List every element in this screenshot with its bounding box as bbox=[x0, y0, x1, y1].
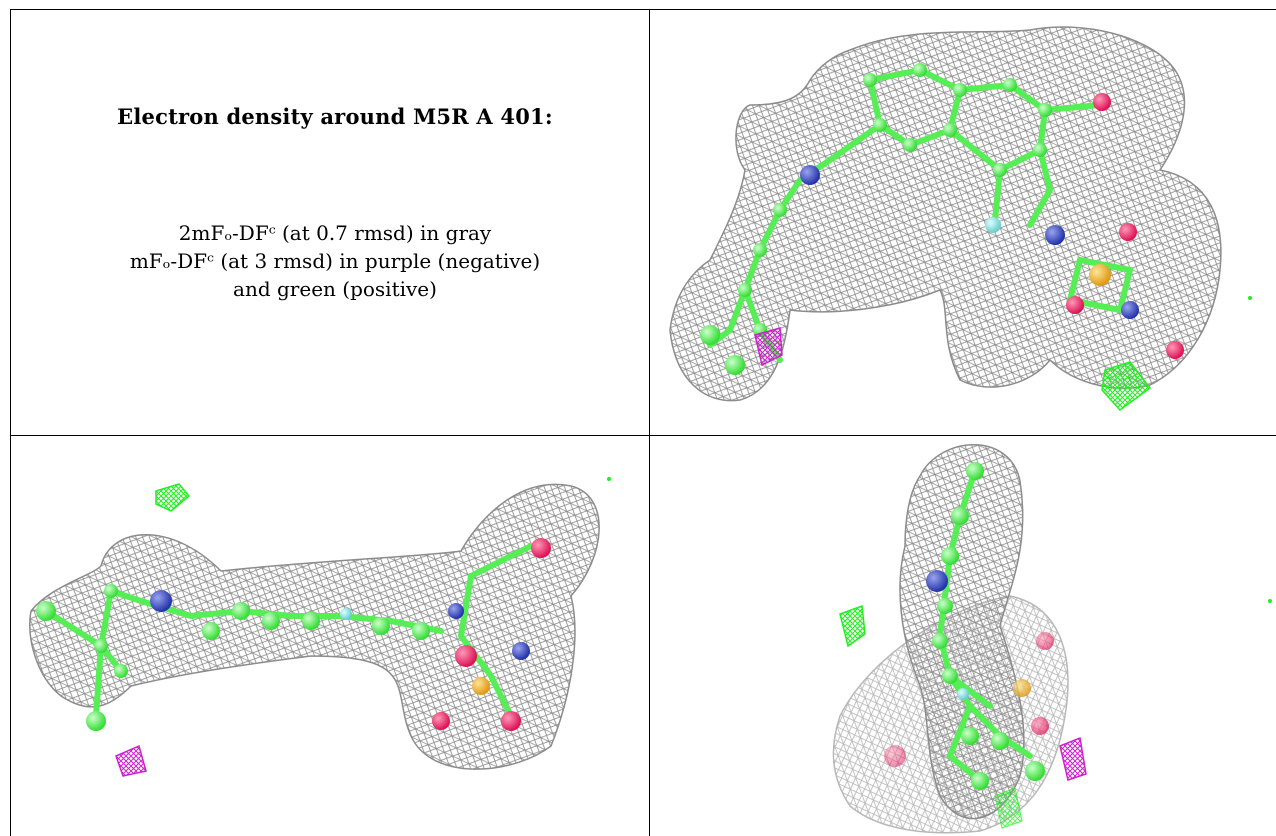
carbon-atom bbox=[953, 83, 967, 97]
fluorine-atom bbox=[340, 608, 352, 620]
carbon-atom bbox=[1003, 78, 1017, 92]
carbon-atom bbox=[1033, 143, 1047, 157]
nitrogen-atom bbox=[1045, 225, 1065, 245]
carbon-atom bbox=[262, 612, 280, 630]
caption-block: Electron density around M5R A 401: 2mFₒ-… bbox=[23, 10, 647, 418]
sulfur-atom bbox=[472, 677, 490, 695]
ligand-density-image-1 bbox=[669, 26, 1252, 412]
carbon-atom bbox=[725, 355, 745, 375]
caption-cell: Electron density around M5R A 401: 2mFₒ-… bbox=[11, 10, 649, 435]
legend-line-sign: and green (positive) bbox=[233, 277, 437, 301]
carbon-atom bbox=[412, 622, 430, 640]
carbon-atom bbox=[913, 63, 927, 77]
oxygen-atom bbox=[1166, 341, 1184, 359]
table-row-divider bbox=[10, 435, 1276, 436]
oxygen-atom bbox=[884, 745, 906, 767]
carbon-atom bbox=[738, 283, 752, 297]
oxygen-atom bbox=[1119, 223, 1137, 241]
oxygen-atom bbox=[1036, 632, 1054, 650]
negative-difference-density bbox=[754, 327, 783, 367]
nitrogen-atom bbox=[926, 570, 948, 592]
carbon-atom bbox=[104, 584, 118, 598]
carbon-atom bbox=[773, 203, 787, 217]
positive-difference-density bbox=[839, 604, 866, 648]
negative-difference-density bbox=[115, 744, 147, 777]
table-left-border bbox=[10, 9, 11, 836]
carbon-atom bbox=[873, 118, 887, 132]
carbon-atom bbox=[36, 601, 56, 621]
positive-difference-density bbox=[155, 483, 191, 512]
ligand-atoms bbox=[884, 462, 1054, 790]
carbon-atom bbox=[951, 507, 969, 525]
nitrogen-atom bbox=[1121, 301, 1139, 319]
carbon-atom bbox=[966, 462, 984, 480]
oxygen-atom bbox=[1093, 93, 1111, 111]
nitrogen-atom bbox=[800, 165, 820, 185]
carbon-atom bbox=[942, 668, 958, 684]
nitrogen-atom bbox=[150, 590, 172, 612]
carbon-atom bbox=[1025, 761, 1045, 781]
density-view-top-right bbox=[650, 10, 1276, 435]
ligand-density-image-2 bbox=[29, 477, 611, 777]
positive-difference-density bbox=[607, 477, 611, 481]
ligand-atoms bbox=[36, 538, 551, 731]
sulfur-atom bbox=[1089, 264, 1111, 286]
sulfur-atom bbox=[1013, 679, 1031, 697]
positive-difference-density bbox=[1101, 361, 1152, 412]
carbon-atom bbox=[114, 664, 128, 678]
carbon-atom bbox=[302, 612, 320, 630]
carbon-atom bbox=[932, 633, 948, 649]
oxygen-atom bbox=[432, 712, 450, 730]
positive-difference-density bbox=[1248, 296, 1252, 300]
carbon-atom bbox=[937, 598, 953, 614]
carbon-atom bbox=[232, 602, 250, 620]
table-top-border bbox=[10, 9, 1276, 10]
table-middle-divider bbox=[649, 9, 650, 836]
carbon-atom bbox=[372, 617, 390, 635]
carbon-atom bbox=[202, 622, 220, 640]
carbon-atom bbox=[961, 727, 979, 745]
carbon-atom bbox=[943, 123, 957, 137]
nitrogen-atom bbox=[448, 603, 464, 619]
positive-difference-density bbox=[1268, 599, 1272, 603]
caption-legend: 2mFₒ-DFᶜ (at 0.7 rmsd) in gray mFₒ-DFᶜ (… bbox=[130, 219, 540, 303]
carbon-atom bbox=[1038, 103, 1052, 117]
carbon-atom bbox=[700, 325, 720, 345]
density-view-bottom-right bbox=[650, 436, 1276, 836]
oxygen-atom bbox=[1066, 296, 1084, 314]
caption-heading: Electron density around M5R A 401: bbox=[117, 104, 553, 129]
nitrogen-atom bbox=[512, 642, 530, 660]
positive-difference-density bbox=[994, 787, 1023, 829]
fluorine-atom bbox=[957, 688, 969, 700]
oxygen-atom bbox=[501, 711, 521, 731]
carbon-atom bbox=[941, 547, 959, 565]
carbon-atom bbox=[753, 243, 767, 257]
oxygen-atom bbox=[455, 645, 477, 667]
ligand-density-image-3 bbox=[832, 444, 1272, 834]
carbon-atom bbox=[94, 639, 108, 653]
carbon-atom bbox=[863, 73, 877, 87]
oxygen-atom bbox=[531, 538, 551, 558]
carbon-atom bbox=[86, 711, 106, 731]
legend-line-fofc: mFₒ-DFᶜ (at 3 rmsd) in purple (negative) bbox=[129, 249, 541, 273]
oxygen-atom bbox=[1031, 717, 1049, 735]
fluorine-atom bbox=[985, 217, 1001, 233]
carbon-atom bbox=[993, 163, 1007, 177]
carbon-atom bbox=[971, 772, 989, 790]
density-view-bottom-left bbox=[11, 436, 649, 836]
legend-line-2fofc: 2mFₒ-DFᶜ (at 0.7 rmsd) in gray bbox=[178, 221, 492, 245]
carbon-atom bbox=[991, 732, 1009, 750]
carbon-atom bbox=[903, 138, 917, 152]
negative-difference-density bbox=[1059, 736, 1087, 781]
ligand-atoms bbox=[700, 63, 1184, 375]
